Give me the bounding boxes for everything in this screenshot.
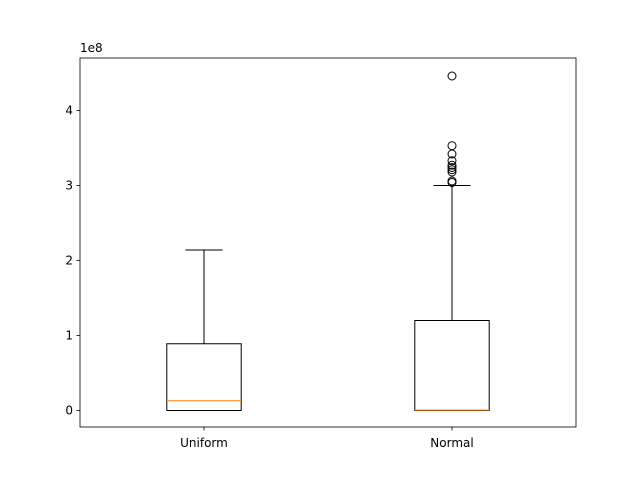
outlier-point bbox=[447, 165, 457, 175]
outlier-point bbox=[447, 71, 457, 81]
outlier-point bbox=[447, 149, 457, 159]
outlier-point bbox=[447, 167, 457, 177]
outlier-point bbox=[447, 156, 457, 166]
iqr-box bbox=[166, 343, 242, 411]
box-group-uniform bbox=[166, 249, 242, 411]
x-tick-label: Uniform bbox=[180, 436, 228, 450]
y-tick-label: 2 bbox=[65, 254, 73, 268]
y-tick-label: 0 bbox=[65, 404, 73, 418]
plot-marks bbox=[166, 71, 490, 411]
y-tick-label: 1 bbox=[65, 329, 73, 343]
y-tick-label: 4 bbox=[65, 104, 73, 118]
plot-axes: 0 1 2 3 4 Uniform Normal bbox=[65, 104, 473, 451]
y-tick-label: 3 bbox=[65, 179, 73, 193]
plot-frame bbox=[79, 57, 577, 428]
box-group-normal bbox=[414, 71, 490, 411]
outlier-point bbox=[447, 160, 457, 170]
outlier-point bbox=[447, 163, 457, 172]
x-tick-label: Normal bbox=[430, 436, 473, 450]
y-axis-offset-label: 1e8 bbox=[80, 41, 103, 55]
outlier-point bbox=[447, 178, 457, 187]
